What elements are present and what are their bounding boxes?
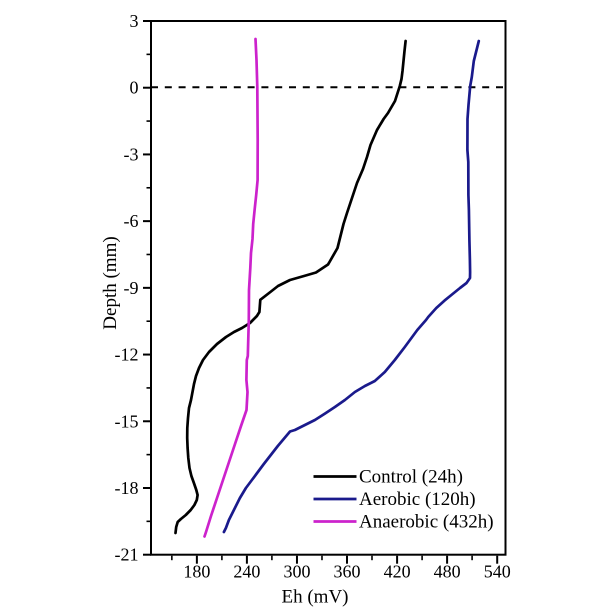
svg-text:Aerobic (120h): Aerobic (120h): [359, 489, 476, 510]
svg-text:240: 240: [233, 562, 260, 582]
svg-text:Control (24h): Control (24h): [359, 467, 463, 488]
svg-text:0: 0: [130, 78, 139, 98]
svg-text:3: 3: [130, 11, 139, 31]
svg-text:480: 480: [434, 562, 461, 582]
svg-text:Depth (mm): Depth (mm): [100, 236, 121, 329]
svg-text:540: 540: [484, 562, 511, 582]
svg-text:360: 360: [334, 562, 361, 582]
svg-text:Eh (mV): Eh (mV): [281, 587, 348, 608]
svg-text:420: 420: [384, 562, 411, 582]
svg-text:-15: -15: [115, 411, 139, 431]
svg-text:300: 300: [283, 562, 310, 582]
svg-text:-9: -9: [124, 278, 139, 298]
svg-text:-18: -18: [115, 478, 139, 498]
svg-text:180: 180: [183, 562, 210, 582]
svg-text:-21: -21: [115, 545, 139, 565]
svg-text:-12: -12: [115, 345, 139, 365]
svg-text:Anaerobic (432h): Anaerobic (432h): [359, 512, 494, 533]
svg-text:-3: -3: [124, 144, 139, 164]
svg-text:-6: -6: [124, 211, 139, 231]
